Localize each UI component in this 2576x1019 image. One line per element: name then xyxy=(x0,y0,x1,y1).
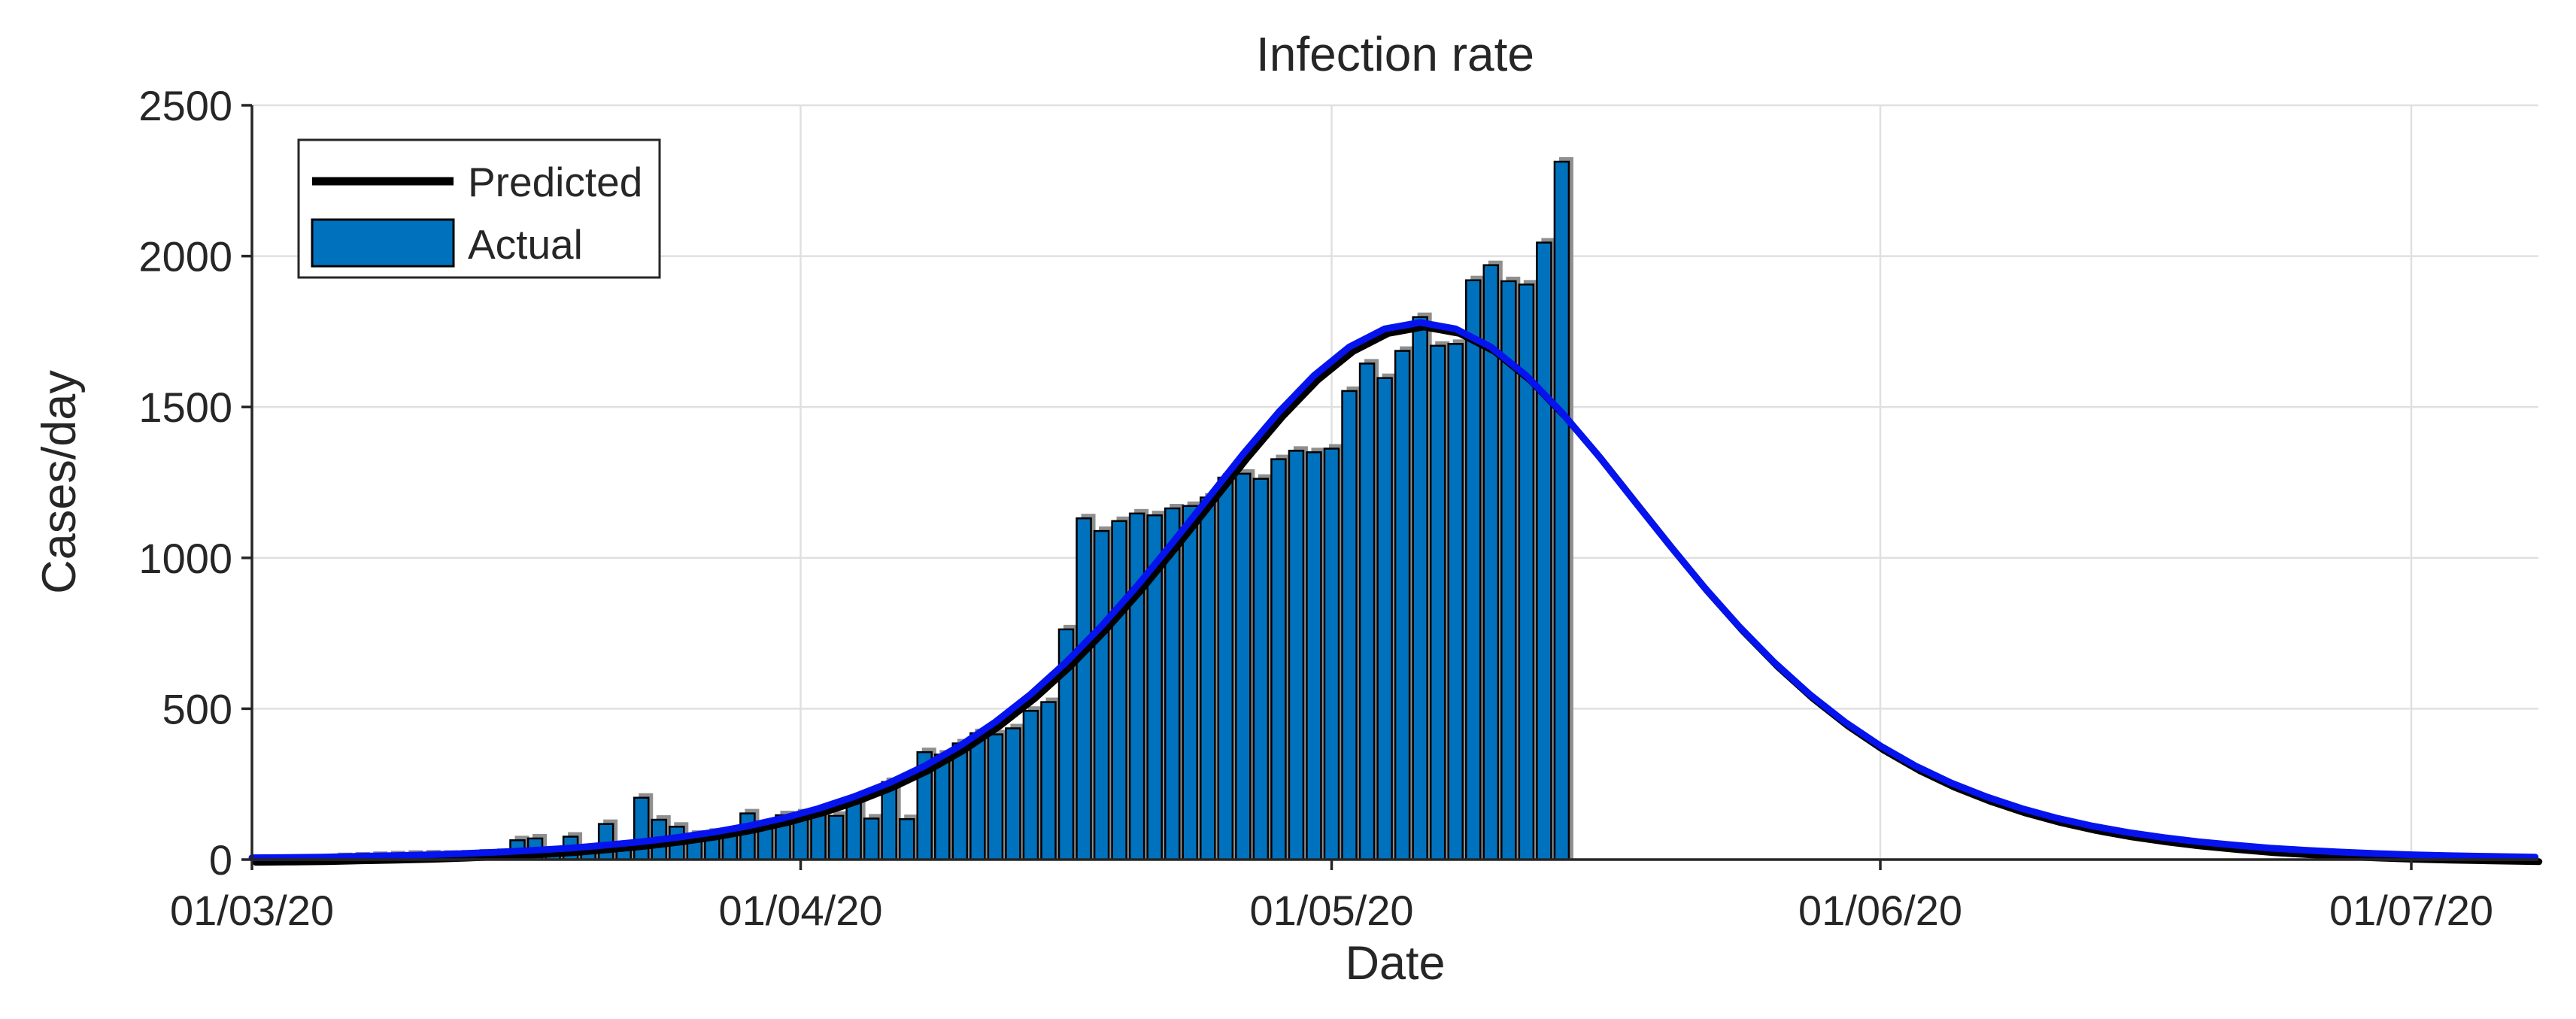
legend-actual-swatch xyxy=(311,218,455,268)
y-tick-label: 2000 xyxy=(138,233,232,281)
x-tick-label: 01/07/20 xyxy=(2329,887,2493,934)
y-tick-label: 0 xyxy=(209,836,232,884)
y-tick-label: 1000 xyxy=(138,535,232,582)
x-axis-label: Date xyxy=(1345,937,1445,990)
x-tick-label: 01/04/20 xyxy=(719,887,883,934)
tick-labels: 0 500 1000 1500 2000 2500 01/03/20 01/04/20 01/0… xyxy=(138,82,2493,934)
predicted-curve-series xyxy=(248,319,2543,866)
legend: Predicted Actual xyxy=(297,138,661,279)
x-tick-label: 01/06/20 xyxy=(1798,887,1962,934)
axes-spines-ticks xyxy=(241,104,2538,870)
y-tick-label: 1500 xyxy=(138,384,232,431)
y-axis-label: Cases/day xyxy=(33,370,86,594)
chart-title: Infection rate xyxy=(1256,27,1534,81)
y-tick-label: 500 xyxy=(162,685,232,732)
legend-actual-label: Actual xyxy=(468,221,583,268)
y-tick-label: 2500 xyxy=(138,82,232,129)
x-tick-label: 01/03/20 xyxy=(170,887,334,934)
x-tick-label: 01/05/20 xyxy=(1250,887,1414,934)
legend-predicted-label: Predicted xyxy=(468,159,642,205)
